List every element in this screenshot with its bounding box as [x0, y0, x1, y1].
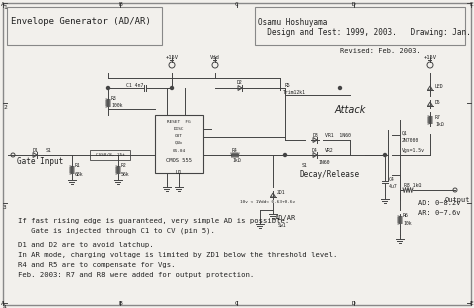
Text: 4: 4 — [3, 305, 7, 308]
Text: Q1: Q1 — [402, 130, 408, 135]
Text: If fast rising edge is guaranteed, very simple AD is possible.: If fast rising edge is guaranteed, very … — [18, 218, 289, 224]
Text: D3: D3 — [313, 133, 319, 138]
Text: Attack: Attack — [335, 105, 366, 115]
Text: RESET  FG: RESET FG — [167, 120, 191, 124]
Text: D4: D4 — [312, 148, 318, 153]
Text: C: C — [235, 2, 239, 7]
Text: 56k: 56k — [121, 172, 129, 177]
Text: R5: R5 — [285, 83, 291, 88]
Text: 10v < 1Vdd< 0.63+0.6v: 10v < 1Vdd< 0.63+0.6v — [240, 200, 295, 204]
Text: A: A — [1, 301, 5, 306]
Text: Sw1: Sw1 — [278, 223, 287, 228]
Text: VR1  1N60: VR1 1N60 — [325, 133, 351, 138]
Circle shape — [171, 87, 173, 90]
Text: 1kΩ: 1kΩ — [232, 158, 241, 163]
Text: D2: D2 — [237, 80, 243, 85]
Text: 68k: 68k — [75, 172, 83, 177]
Text: VR2: VR2 — [325, 148, 334, 153]
Text: R7: R7 — [435, 115, 441, 120]
Text: DISC: DISC — [174, 127, 184, 131]
Text: R4 and R5 are to compensate for Vgs.: R4 and R5 are to compensate for Vgs. — [18, 262, 175, 268]
Text: 01.04: 01.04 — [173, 149, 185, 153]
Circle shape — [107, 87, 109, 90]
Text: AD/AR: AD/AR — [275, 215, 296, 221]
Circle shape — [283, 153, 286, 156]
Text: 1kΩ: 1kΩ — [435, 122, 444, 127]
Circle shape — [338, 87, 341, 90]
Text: D: D — [352, 2, 356, 7]
Text: AR: 0~7.6v: AR: 0~7.6v — [418, 210, 461, 216]
Text: +15V: +15V — [165, 55, 179, 60]
Text: C: C — [235, 301, 239, 306]
Text: +15V: +15V — [423, 55, 437, 60]
Text: LED: LED — [435, 84, 444, 89]
Text: 10k: 10k — [403, 221, 411, 226]
Circle shape — [383, 153, 386, 156]
Text: Vgs=1.5v: Vgs=1.5v — [402, 148, 425, 153]
Text: B: B — [118, 2, 122, 7]
Text: R1: R1 — [75, 163, 81, 168]
Text: U1: U1 — [176, 170, 182, 175]
Text: CMOS 555: CMOS 555 — [166, 158, 192, 163]
Text: Vdd: Vdd — [210, 55, 220, 60]
Text: B: B — [118, 301, 122, 306]
Text: S1: S1 — [302, 163, 308, 168]
Text: In AR mode, charging voltage is limited by ZD1 below the threshold level.: In AR mode, charging voltage is limited … — [18, 252, 337, 258]
Text: AD: 0~8.2v: AD: 0~8.2v — [418, 200, 461, 206]
Text: 1N60: 1N60 — [318, 160, 329, 165]
Text: 4u7: 4u7 — [389, 184, 398, 189]
Text: Feb. 2003: R7 and R8 were added for output protection.: Feb. 2003: R7 and R8 were added for outp… — [18, 272, 254, 278]
Text: R4: R4 — [232, 148, 238, 153]
Text: C4: C4 — [389, 177, 395, 182]
Text: Osamu Hoshuyama: Osamu Hoshuyama — [258, 18, 328, 27]
Text: OUT: OUT — [175, 134, 183, 138]
Text: R8 1kΩ: R8 1kΩ — [404, 183, 421, 188]
Text: 2N7000: 2N7000 — [402, 138, 419, 143]
Text: Gate Input: Gate Input — [17, 157, 63, 166]
Text: 2: 2 — [3, 105, 7, 110]
Text: D5: D5 — [435, 100, 441, 105]
Text: Decay/Release: Decay/Release — [300, 170, 360, 179]
Text: CSS8/8, 25t: CSS8/8, 25t — [96, 153, 125, 157]
Text: S1: S1 — [46, 148, 52, 153]
Text: 3: 3 — [3, 205, 7, 210]
Text: E: E — [469, 2, 473, 7]
Bar — [90, 150, 130, 160]
Text: C1 4n7: C1 4n7 — [127, 83, 144, 88]
Bar — [255, 7, 465, 45]
Text: Output: Output — [445, 197, 471, 203]
Text: Q1b: Q1b — [175, 141, 183, 145]
Text: Envelope Generator (AD/AR): Envelope Generator (AD/AR) — [11, 18, 151, 26]
Text: Revised: Feb. 2003.: Revised: Feb. 2003. — [340, 48, 421, 54]
Text: Trim12k1: Trim12k1 — [283, 90, 306, 95]
Text: R2: R2 — [121, 163, 127, 168]
Bar — [155, 115, 203, 173]
Text: Gate is injected through C1 to CV (pin 5).: Gate is injected through C1 to CV (pin 5… — [18, 228, 215, 234]
Text: R3: R3 — [111, 96, 117, 101]
Text: D1: D1 — [33, 148, 39, 153]
Text: D1 and D2 are to avoid latchup.: D1 and D2 are to avoid latchup. — [18, 242, 154, 248]
Text: 100k: 100k — [111, 103, 122, 108]
Bar — [7, 7, 162, 45]
Text: R6: R6 — [403, 213, 409, 218]
Text: E: E — [469, 301, 473, 306]
Text: 1: 1 — [3, 5, 7, 10]
Text: A: A — [1, 2, 5, 7]
Text: D: D — [352, 301, 356, 306]
Text: ZD1: ZD1 — [277, 190, 286, 195]
Text: Design and Test: 1999, 2003.   Drawing: Jan. 2003.: Design and Test: 1999, 2003. Drawing: Ja… — [258, 28, 474, 37]
